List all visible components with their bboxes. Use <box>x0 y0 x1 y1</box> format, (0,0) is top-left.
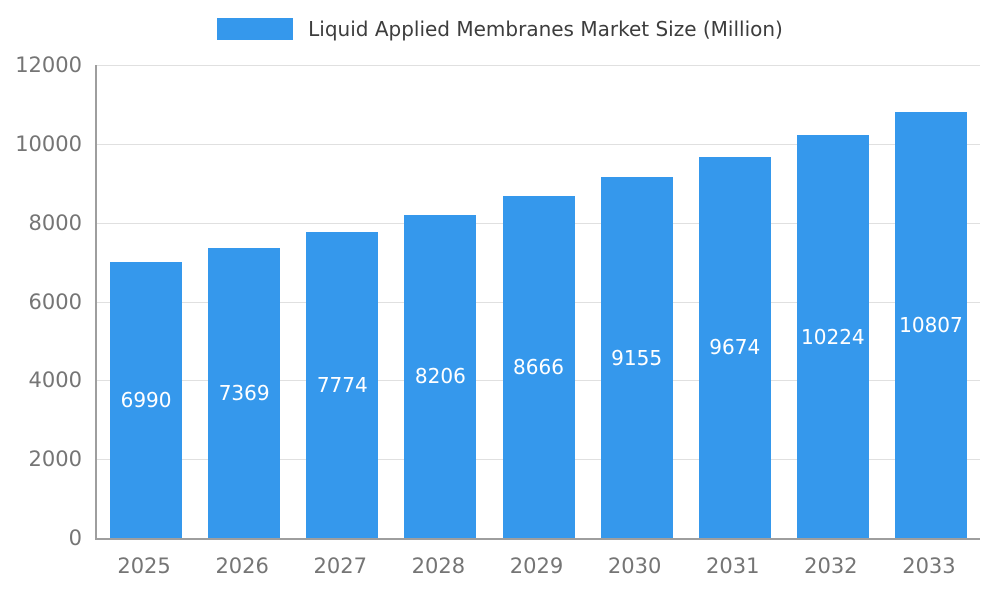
x-tick-label: 2033 <box>902 554 956 578</box>
bar-value-label: 6990 <box>120 388 172 413</box>
bar-value-label: 9674 <box>709 335 761 360</box>
x-tick-label: 2031 <box>705 554 760 578</box>
y-tick-label: 12000 <box>15 53 82 77</box>
y-tick-label: 2000 <box>28 447 82 472</box>
y-tick-label: 6000 <box>28 289 82 314</box>
x-tick-label: 2028 <box>411 554 466 578</box>
bar[interactable]: 8666 <box>502 196 575 538</box>
bar[interactable]: 9674 <box>698 156 771 538</box>
bar[interactable]: 10807 <box>894 112 967 538</box>
x-tick-label: 2029 <box>509 554 564 578</box>
bar[interactable]: 7369 <box>208 247 281 538</box>
bar-value-label: 7369 <box>218 380 270 405</box>
bar-value-label: 10224 <box>801 324 865 349</box>
bar[interactable]: 9155 <box>600 177 673 538</box>
bar[interactable]: 10224 <box>796 135 869 538</box>
legend[interactable]: Liquid Applied Membranes Market Size (Mi… <box>0 17 1000 41</box>
y-tick-label: 4000 <box>28 368 82 393</box>
bar-value-label: 8666 <box>513 355 564 380</box>
bar-value-label: 9155 <box>611 345 663 370</box>
bar[interactable]: 6990 <box>110 262 183 538</box>
x-tick-label: 2027 <box>313 554 367 578</box>
bar[interactable]: 7774 <box>306 231 379 538</box>
plot-area: 6990 7369 7774 8206 8666 9155 9674 10224 10807 <box>95 65 980 540</box>
x-tick-label: 2032 <box>804 554 858 578</box>
chart-title: Liquid Applied Membranes Market Size (Mi… <box>308 17 783 41</box>
bar-value-label: 10807 <box>899 313 963 338</box>
y-tick-label: 8000 <box>28 210 82 235</box>
y-tick-label: 0 <box>68 526 82 550</box>
gridline <box>97 65 980 66</box>
x-tick-label: 2030 <box>607 554 662 578</box>
x-tick-label: 2026 <box>215 554 269 578</box>
bar[interactable]: 8206 <box>404 214 477 538</box>
bar-value-label: 8206 <box>414 364 466 389</box>
gridline <box>97 143 980 145</box>
x-tick-label: 2025 <box>117 554 171 578</box>
bar-value-label: 7774 <box>316 372 368 397</box>
y-tick-label: 10000 <box>15 131 82 156</box>
legend-swatch[interactable] <box>217 18 294 40</box>
